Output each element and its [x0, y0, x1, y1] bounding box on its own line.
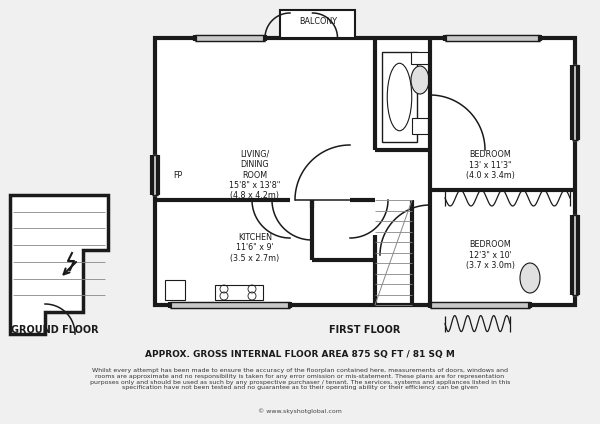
Bar — [382, 52, 417, 142]
Text: © www.skyshotglobal.com: © www.skyshotglobal.com — [258, 408, 342, 414]
Text: FIRST FLOOR: FIRST FLOOR — [329, 325, 401, 335]
Ellipse shape — [411, 66, 429, 94]
Ellipse shape — [520, 263, 540, 293]
Text: BEDROOM
13' x 11'3"
(4.0 x 3.4m): BEDROOM 13' x 11'3" (4.0 x 3.4m) — [466, 150, 514, 180]
Text: APPROX. GROSS INTERNAL FLOOR AREA 875 SQ FT / 81 SQ M: APPROX. GROSS INTERNAL FLOOR AREA 875 SQ… — [145, 350, 455, 359]
Bar — [280, 10, 355, 38]
Text: BALCONY: BALCONY — [299, 17, 337, 26]
Bar — [165, 280, 185, 300]
Text: GROUND FLOOR: GROUND FLOOR — [11, 325, 99, 335]
Text: KITCHEN
11'6" x 9'
(3.5 x 2.7m): KITCHEN 11'6" x 9' (3.5 x 2.7m) — [230, 233, 280, 263]
Text: FP: FP — [173, 170, 182, 179]
Bar — [412, 118, 428, 134]
Text: BEDROOM
12'3" x 10'
(3.7 x 3.0m): BEDROOM 12'3" x 10' (3.7 x 3.0m) — [466, 240, 515, 270]
Bar — [155, 38, 575, 305]
Text: LIVING/
DINING
ROOM
15'8" x 13'8"
(4.8 x 4.2m): LIVING/ DINING ROOM 15'8" x 13'8" (4.8 x… — [229, 150, 281, 200]
Text: Whilst every attempt has been made to ensure the accuracy of the floorplan conta: Whilst every attempt has been made to en… — [90, 368, 510, 391]
Bar — [411, 52, 429, 64]
Ellipse shape — [387, 63, 412, 131]
Bar — [215, 285, 263, 300]
Polygon shape — [10, 195, 108, 334]
